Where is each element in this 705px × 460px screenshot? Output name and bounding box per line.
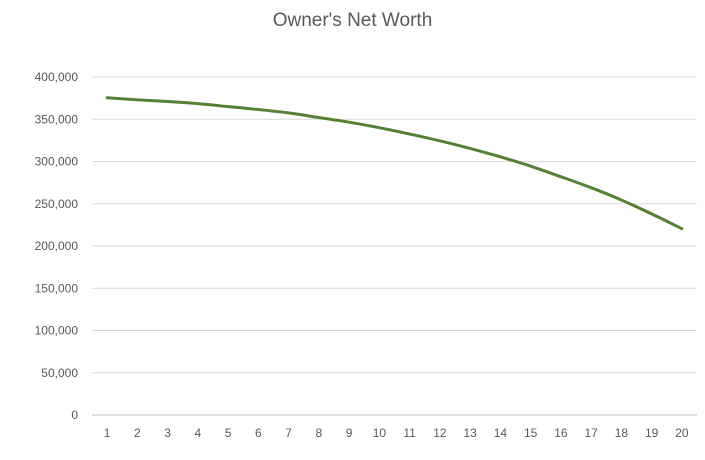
x-tick-label: 19	[645, 426, 659, 440]
x-tick-label: 4	[195, 426, 202, 440]
x-tick-label: 7	[285, 426, 292, 440]
x-tick-label: 13	[463, 426, 477, 440]
x-tick-label: 14	[494, 426, 508, 440]
x-tick-label: 1	[104, 426, 111, 440]
x-tick-label: 2	[134, 426, 141, 440]
x-tick-label: 11	[403, 426, 416, 440]
y-tick-label: 350,000	[35, 112, 79, 126]
x-tick-label: 16	[554, 426, 568, 440]
x-tick-label: 18	[615, 426, 629, 440]
x-tick-label: 9	[346, 426, 353, 440]
x-tick-label: 8	[316, 426, 323, 440]
x-tick-label: 10	[373, 426, 387, 440]
y-tick-label: 100,000	[35, 324, 79, 338]
chart-title: Owner's Net Worth	[272, 10, 433, 31]
x-tick-label: 6	[255, 426, 262, 440]
y-tick-label: 150,000	[35, 281, 79, 295]
y-tick-label: 200,000	[35, 239, 79, 253]
y-tick-label: 250,000	[35, 197, 79, 211]
y-tick-label: 300,000	[35, 155, 79, 169]
x-tick-label: 12	[433, 426, 447, 440]
y-tick-label: 400,000	[35, 70, 79, 84]
x-tick-label: 15	[524, 426, 538, 440]
x-tick-label: 17	[584, 426, 598, 440]
y-tick-label: 0	[71, 408, 78, 422]
series-line	[105, 96, 684, 231]
x-tick-label: 20	[675, 426, 689, 440]
x-tick-label: 5	[225, 426, 232, 440]
x-tick-label: 3	[164, 426, 171, 440]
y-tick-label: 50,000	[41, 366, 78, 380]
